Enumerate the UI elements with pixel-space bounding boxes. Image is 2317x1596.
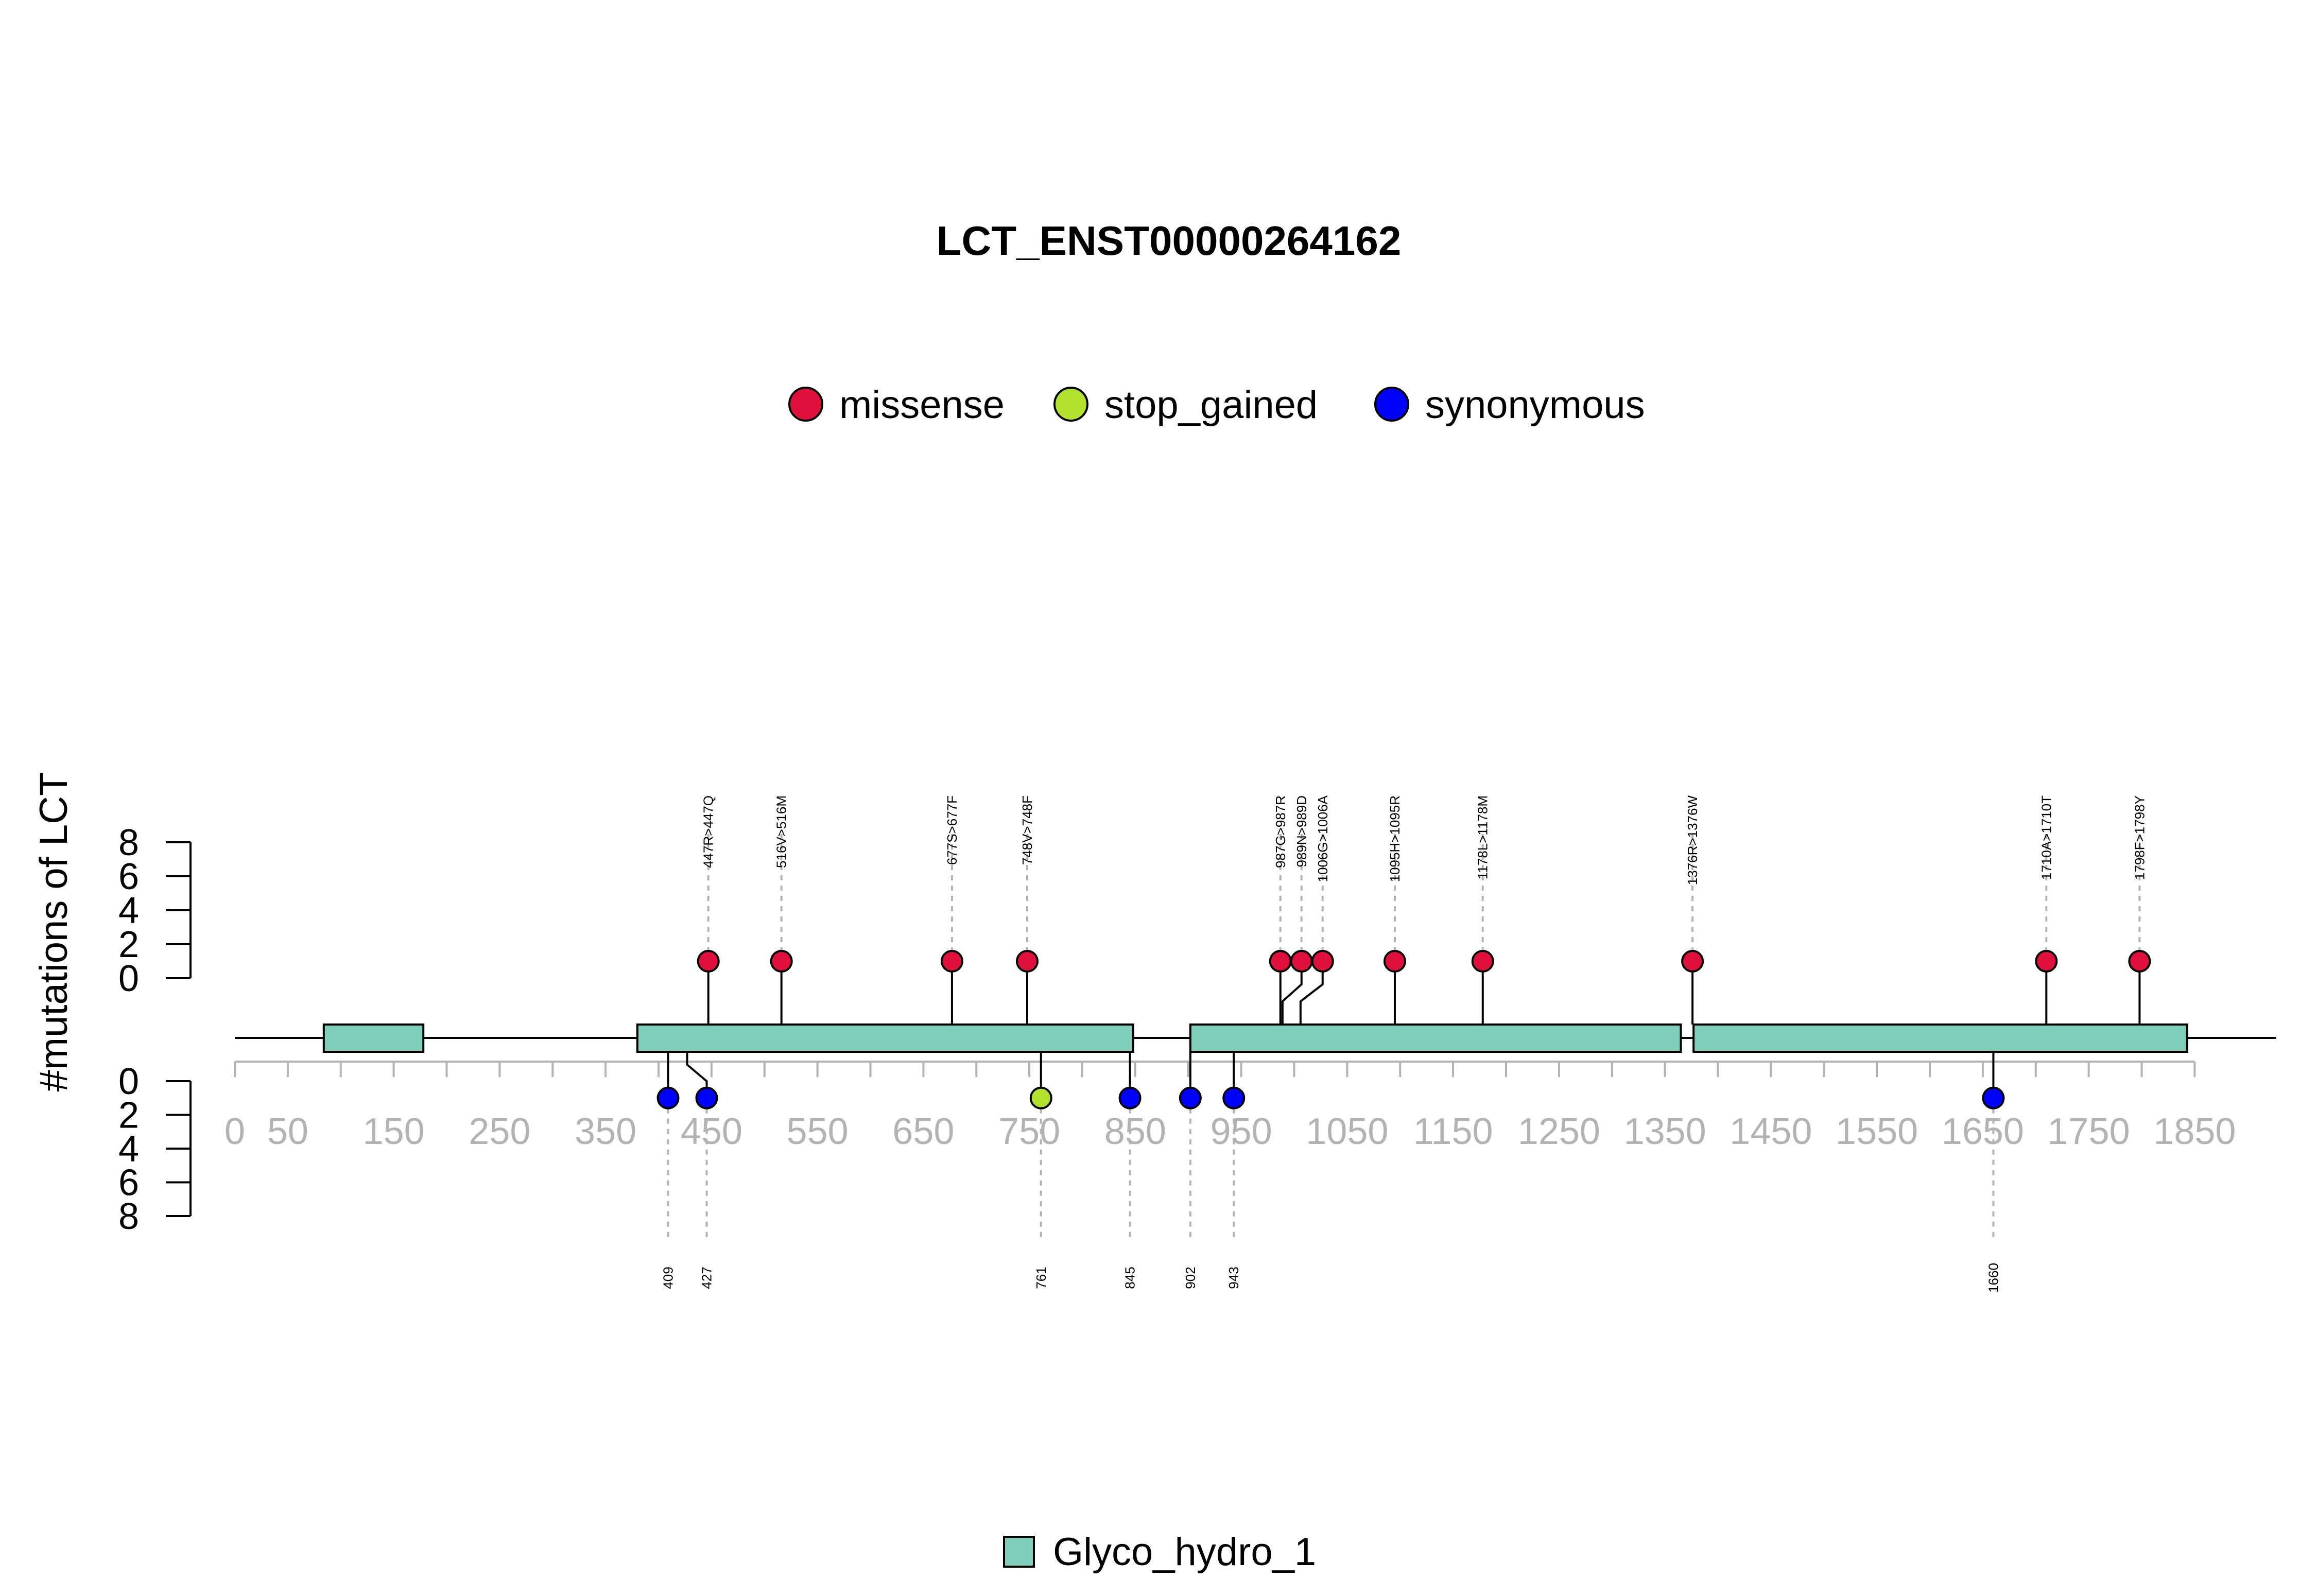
lollipop-head-missense (1269, 950, 1292, 973)
y-axis-label: #mutations of LCT (32, 772, 76, 1092)
mutation-label: 987G>987R (1273, 795, 1288, 868)
x-tick-label: 450 (681, 1111, 742, 1152)
lollipop-stem (1299, 961, 1324, 1025)
legend-label-missense: missense (839, 383, 1005, 427)
lower-y-tick-label: 0 (118, 1061, 139, 1102)
x-tick-label: 1450 (1730, 1111, 1812, 1152)
domain-legend-label: Glyco_hydro_1 (1053, 1530, 1316, 1574)
mutation-label: 761 (1033, 1267, 1049, 1289)
mutation-label: 989N>989D (1294, 795, 1309, 868)
upper-y-tick-label: 2 (118, 924, 139, 965)
lollipop-head-synonymous (695, 1086, 718, 1109)
x-tick-label: 250 (469, 1111, 530, 1152)
x-tick-label: 850 (1104, 1111, 1166, 1152)
domain-box (322, 1023, 425, 1053)
mutation-label: 1376R>1376W (1685, 795, 1700, 886)
domain-track (322, 1023, 2188, 1053)
lollipop-head-missense (1383, 950, 1406, 973)
lollipop-head-missense (1471, 950, 1494, 973)
lower-y-tick-label: 4 (118, 1129, 139, 1170)
upper-lollipops: 447R>447Q 516V>516M 677S>677F 748V>748F 987G… (697, 795, 2151, 1025)
lower-y-tick-label: 6 (118, 1163, 139, 1204)
lollipop-head-missense (2035, 950, 2058, 973)
lollipop-head-synonymous (1982, 1086, 2005, 1109)
mutation-label: 409 (661, 1267, 676, 1289)
x-tick-label: 1350 (1624, 1111, 1706, 1152)
x-tick-label: 1050 (1306, 1111, 1388, 1152)
lower-y-tick-label: 8 (118, 1196, 139, 1237)
mutation-label: 427 (699, 1267, 715, 1289)
mutation-label: 1798F>1798Y (2132, 795, 2147, 880)
mutation-label: 1660 (1985, 1263, 2001, 1293)
lollipop-head-missense (940, 950, 963, 973)
mutation-label: 1006G>1006A (1315, 795, 1330, 882)
x-tick-label: 1750 (2048, 1111, 2130, 1152)
mutation-label: 1178L>1178M (1475, 795, 1491, 879)
lower-lollipops: 409 427 761 845 902 943 1660 (656, 1052, 2005, 1293)
domain-box (1692, 1023, 2188, 1053)
x-tick-label: 1650 (1942, 1111, 2024, 1152)
lollipop-head-missense (1016, 950, 1039, 973)
lower-y-tick-label: 2 (118, 1095, 139, 1136)
mutation-label: 845 (1122, 1267, 1138, 1289)
mutation-label: 943 (1226, 1267, 1241, 1289)
x-tick-label: 1150 (1413, 1111, 1493, 1152)
x-tick-label: 150 (363, 1111, 425, 1152)
legend-label-stop_gained: stop_gained (1104, 383, 1318, 427)
x-tick-label: 0 (224, 1111, 245, 1152)
mutation-label: 1710A>1710T (2038, 795, 2054, 880)
legend-swatch-synonymous (1374, 387, 1409, 422)
x-tick-label: 950 (1211, 1111, 1272, 1152)
lollipop-head-missense (697, 950, 720, 973)
domain-legend: Glyco_hydro_1 (1003, 1530, 1316, 1574)
x-tick-label: 1850 (2153, 1111, 2236, 1152)
upper-y-tick-label: 6 (118, 856, 139, 897)
upper-y-tick-label: 8 (118, 822, 139, 863)
x-tick-label: 750 (998, 1111, 1060, 1152)
x-tick-label: 550 (787, 1111, 849, 1152)
chart-title: LCT_ENST00000264162 (937, 218, 1402, 264)
upper-y-tick-label: 4 (118, 890, 139, 931)
mutation-label: 902 (1183, 1267, 1198, 1289)
domain-legend-swatch (1003, 1536, 1035, 1568)
lollipop-head-synonymous (1118, 1086, 1142, 1109)
legend-swatch-missense (788, 387, 823, 422)
lollipop-head-missense (1290, 950, 1313, 973)
lollipop-head-missense (1681, 950, 1704, 973)
mutation-label: 447R>447Q (701, 795, 716, 868)
lollipop-head-stop_gained (1029, 1086, 1052, 1109)
lollipop-head-missense (2128, 950, 2151, 973)
x-tick-label: 50 (267, 1111, 308, 1152)
upper-y-tick-label: 0 (118, 958, 139, 999)
lollipop-stem (1281, 961, 1303, 1025)
mutation-label: 748V>748F (1019, 795, 1035, 865)
lollipop-head-synonymous (1222, 1086, 1246, 1109)
lollipop-head-missense (770, 950, 793, 973)
mutation-label: 677S>677F (944, 795, 960, 865)
legend-label-synonymous: synonymous (1425, 383, 1645, 427)
x-tick-label: 1550 (1836, 1111, 1918, 1152)
mutation-label: 1095H>1095R (1387, 795, 1403, 882)
x-tick-label: 1250 (1518, 1111, 1600, 1152)
x-tick-label: 350 (575, 1111, 636, 1152)
x-tick-label: 650 (892, 1111, 954, 1152)
domain-box (1189, 1023, 1682, 1053)
mutation-type-legend: missense stop_gained synonymous (788, 383, 1645, 427)
legend-swatch-stop_gained (1053, 387, 1088, 422)
domain-box (636, 1023, 1134, 1053)
mutation-label: 516V>516M (774, 795, 789, 868)
lollipop-head-synonymous (1179, 1086, 1202, 1109)
lollipop-head-synonymous (656, 1086, 680, 1109)
lollipop-head-missense (1311, 950, 1334, 973)
